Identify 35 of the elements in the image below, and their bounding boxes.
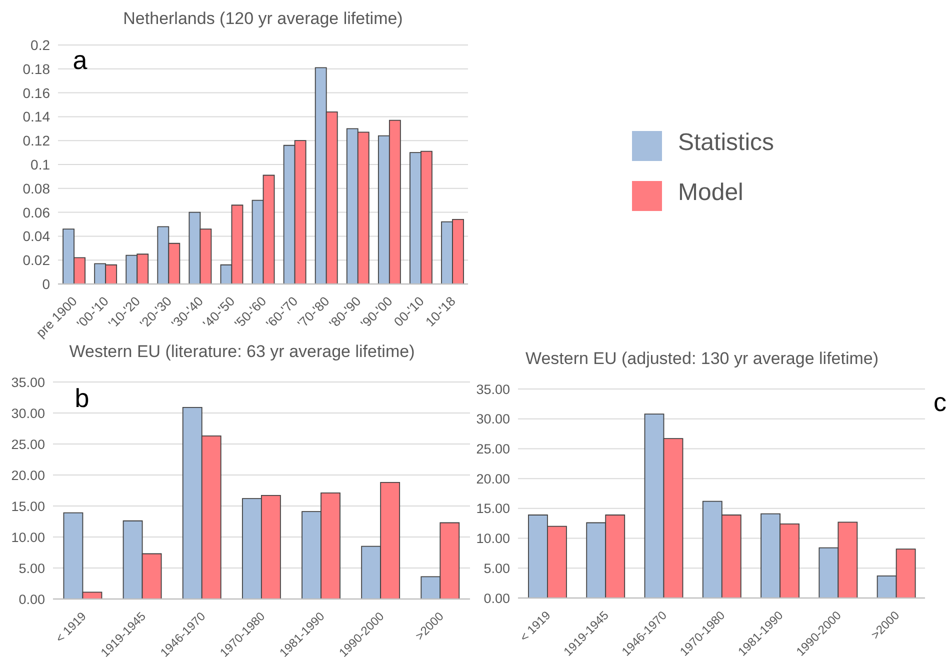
- y-tick-label: 0.14: [22, 108, 50, 125]
- y-tick-label: 0.16: [22, 84, 50, 101]
- y-tick-label: 15.00: [476, 501, 510, 516]
- legend-label: Statistics: [678, 129, 774, 156]
- y-tick-label: 5.00: [484, 560, 510, 576]
- chart-title: Western EU (adjusted: 130 yr average lifetime): [525, 349, 879, 369]
- y-tick-label: 0.06: [22, 204, 50, 220]
- chart-title: Western EU (literature: 63 yr average lifetime): [69, 342, 415, 362]
- y-tick-label: 0.04: [22, 228, 50, 244]
- y-tick-label: 30.00: [11, 406, 45, 421]
- y-tick-label: 25.00: [476, 442, 510, 457]
- annotation: a: [72, 45, 88, 75]
- y-tick-label: 20.00: [11, 468, 45, 483]
- y-tick-label: 35.00: [11, 374, 45, 390]
- y-tick-label: 0.02: [22, 252, 50, 268]
- y-tick-label: 20.00: [476, 471, 510, 486]
- y-tick-label: 10.00: [476, 531, 510, 546]
- y-tick-label: 5.00: [18, 560, 45, 576]
- y-tick-label: 0.1: [30, 156, 50, 172]
- chart-title: Netherlands (120 yr average lifetime): [123, 9, 403, 29]
- annotation: b: [74, 383, 90, 413]
- y-tick-label: 15.00: [11, 498, 45, 514]
- text: c: [934, 387, 946, 417]
- y-tick-label: 0.08: [22, 180, 50, 196]
- y-tick-label: 25.00: [11, 436, 45, 452]
- y-tick-label: 0: [42, 276, 50, 292]
- y-tick-label: 0.00: [484, 590, 510, 606]
- legend-label: Model: [678, 179, 744, 206]
- y-tick-label: 0.00: [18, 592, 45, 607]
- y-tick-label: 10.00: [11, 530, 45, 545]
- y-tick-label: 35.00: [476, 382, 510, 397]
- y-tick-label: 0.2: [30, 36, 50, 53]
- y-tick-label: 0.18: [22, 60, 50, 77]
- y-tick-label: 0.12: [22, 132, 50, 149]
- y-tick-label: 30.00: [476, 412, 510, 427]
